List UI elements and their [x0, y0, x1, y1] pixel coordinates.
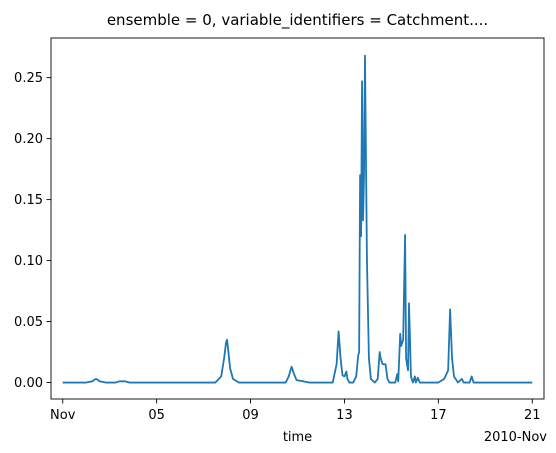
x-tick-label: Nov — [50, 408, 76, 423]
x-tick-label: 17 — [430, 408, 447, 423]
x-tick-label: 09 — [242, 408, 259, 423]
chart-title: ensemble = 0, variable_identifiers = Cat… — [107, 11, 488, 30]
series-line — [62, 54, 533, 384]
y-tick-label: 0.10 — [14, 254, 43, 269]
plot-area — [50, 37, 545, 400]
y-tick-label: 0.20 — [14, 132, 43, 147]
x-axis-title: time — [283, 430, 312, 445]
y-tick-label: 0.05 — [14, 315, 43, 330]
axes-frame — [50, 37, 545, 400]
y-tick-label: 0.00 — [14, 376, 43, 391]
x-axis-offset-label: 2010-Nov — [484, 430, 547, 445]
y-tick-label: 0.15 — [14, 193, 43, 208]
x-tick-label: 21 — [524, 408, 541, 423]
x-tick-label: 05 — [148, 408, 165, 423]
x-axis-ticks: Nov 05 09 13 17 21 — [50, 399, 541, 423]
x-tick-label: 13 — [336, 408, 353, 423]
y-axis-ticks: 0.00 0.05 0.10 0.15 0.20 0.25 — [14, 71, 51, 391]
y-tick-label: 0.25 — [14, 71, 43, 86]
